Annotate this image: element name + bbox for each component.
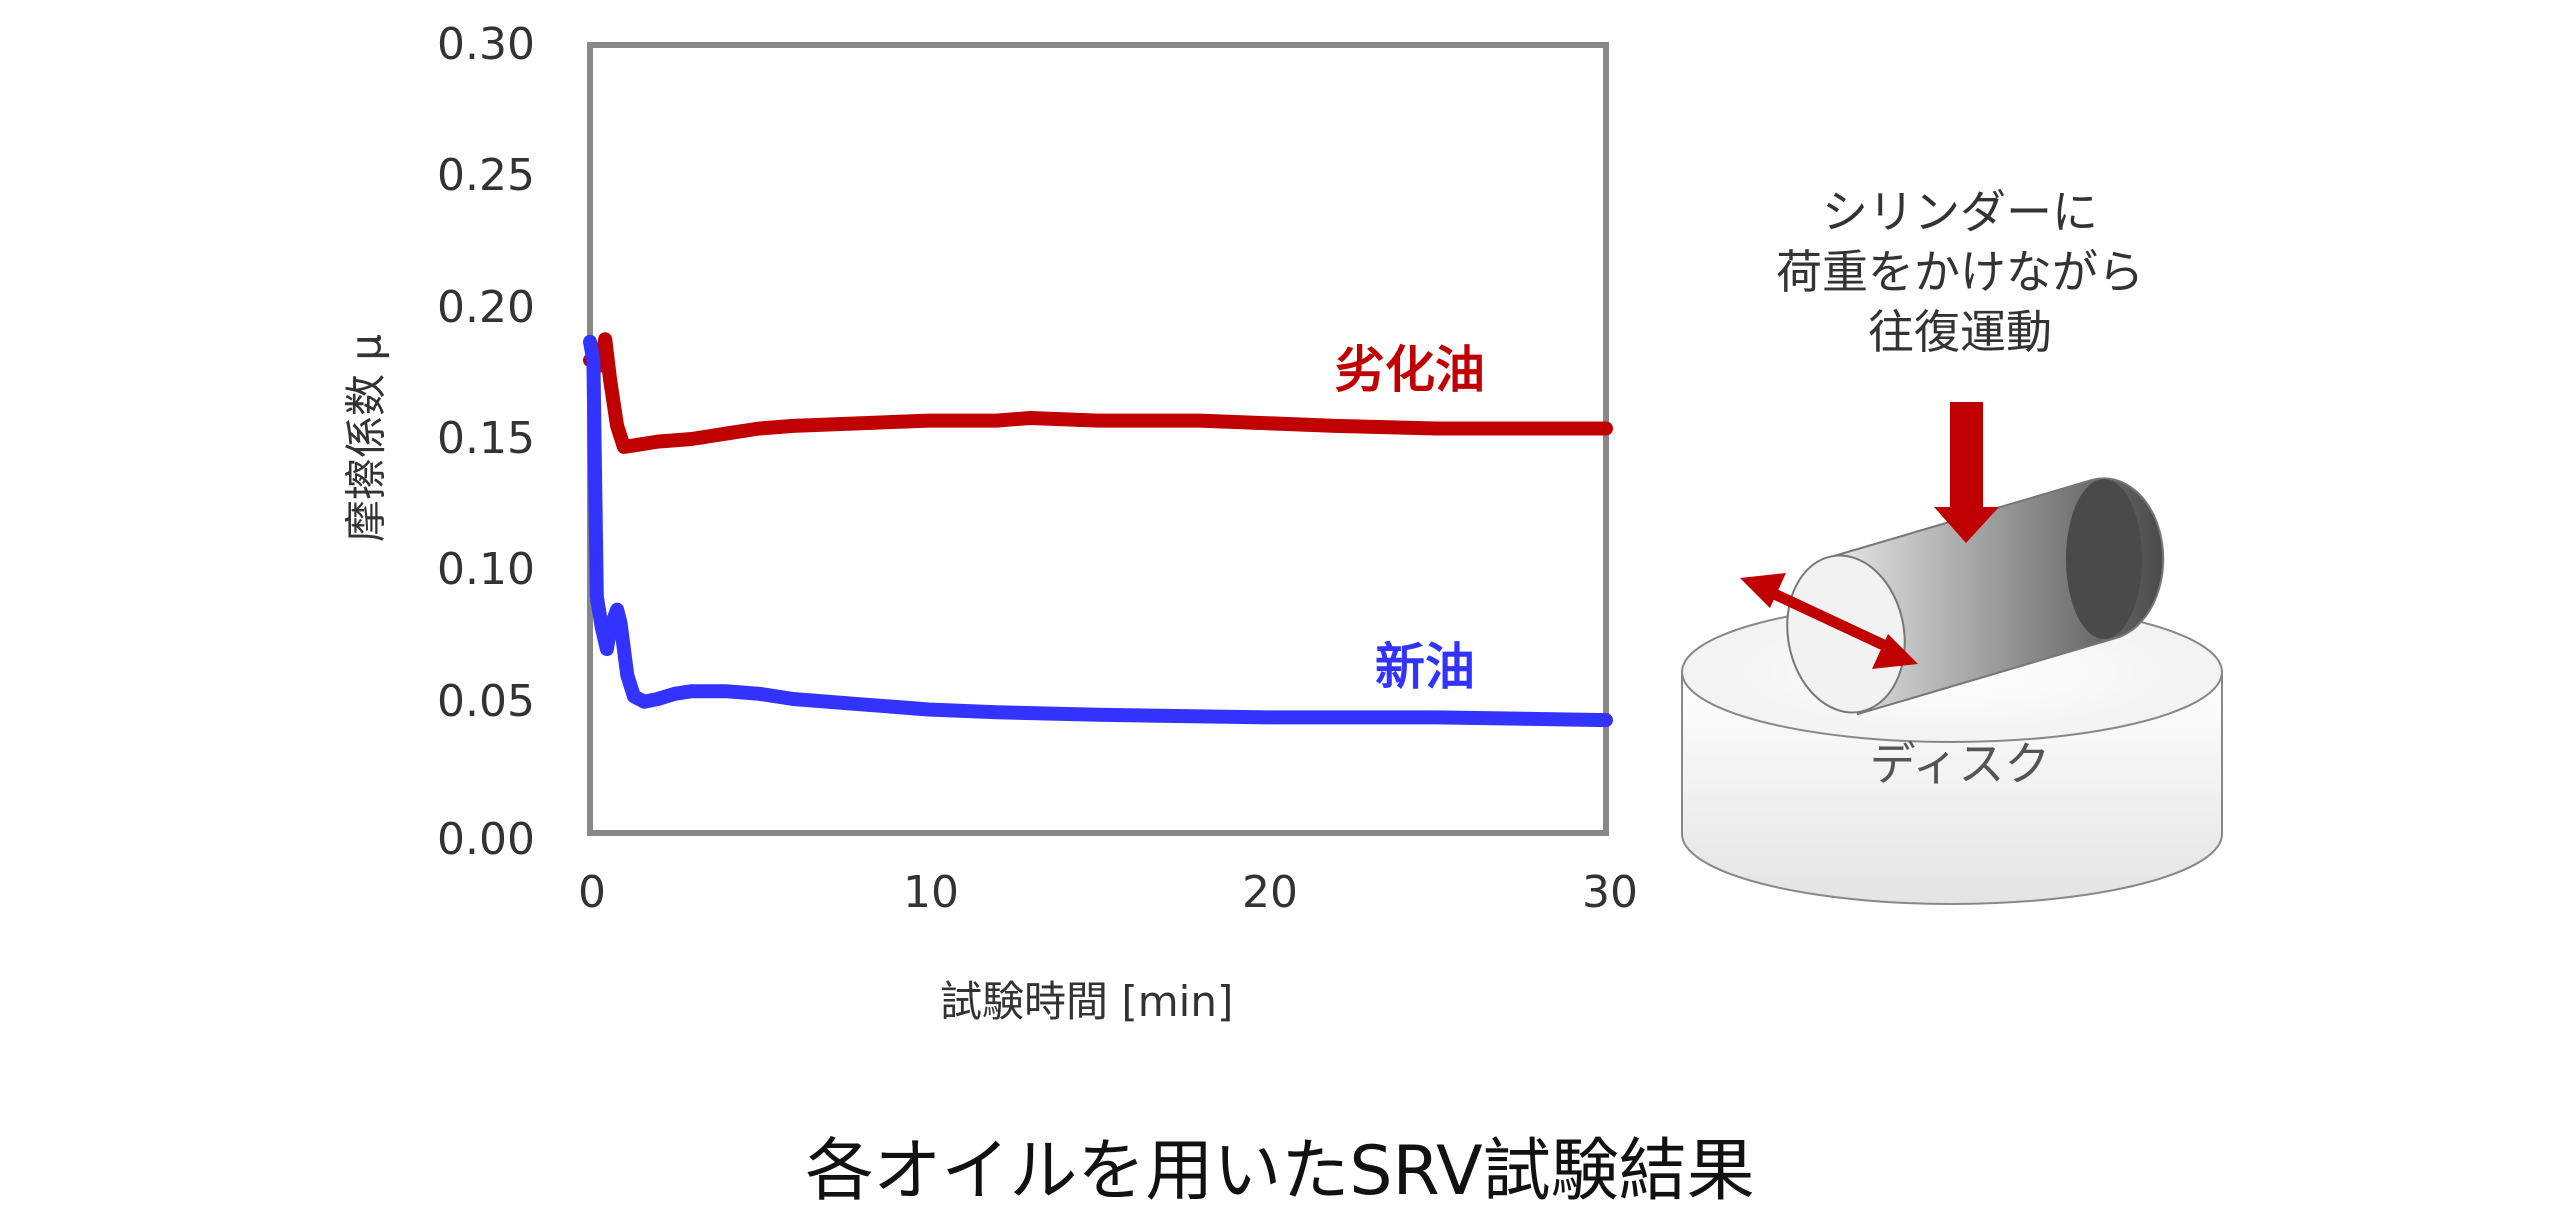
x-tick-label: 0 [578,867,606,918]
series-line-new-oil [583,334,1613,728]
figure-caption: 各オイルを用いたSRV試験結果 [805,1132,1755,1211]
diagram-description-line: シリンダーに [1822,185,2098,239]
reciprocating-arrow-icon [1740,573,1918,669]
diagram-description-line: 荷重をかけながら [1776,245,2144,299]
disc-label: ディスク [1869,737,2051,791]
y-tick-label: 0.20 [437,282,535,333]
y-tick-label: 0.25 [437,150,535,201]
diagram-description: シリンダーに 荷重をかけながら 往復運動 [1660,182,2260,362]
diagram-description-line: 往復運動 [1868,305,2052,359]
y-tick-label: 0.30 [437,19,535,70]
y-tick-label: 0.15 [437,413,535,464]
series-line-degraded-oil [583,332,1613,454]
x-axis-label: 試験時間 [min] [940,977,1234,1026]
x-tick-label: 30 [1582,867,1638,918]
y-tick-label: 0.05 [437,676,535,727]
x-tick-label: 20 [1242,867,1298,918]
series-label-new-oil: 新油 [1375,638,1475,696]
plot-area [587,42,1609,836]
load-arrow-icon [1934,402,1999,543]
y-tick-label: 0.00 [437,814,535,865]
series-label-degraded-oil: 劣化油 [1335,341,1485,399]
cylinder-diagram [1786,477,2165,716]
y-tick-label: 0.10 [437,544,535,595]
x-tick-label: 10 [903,867,959,918]
